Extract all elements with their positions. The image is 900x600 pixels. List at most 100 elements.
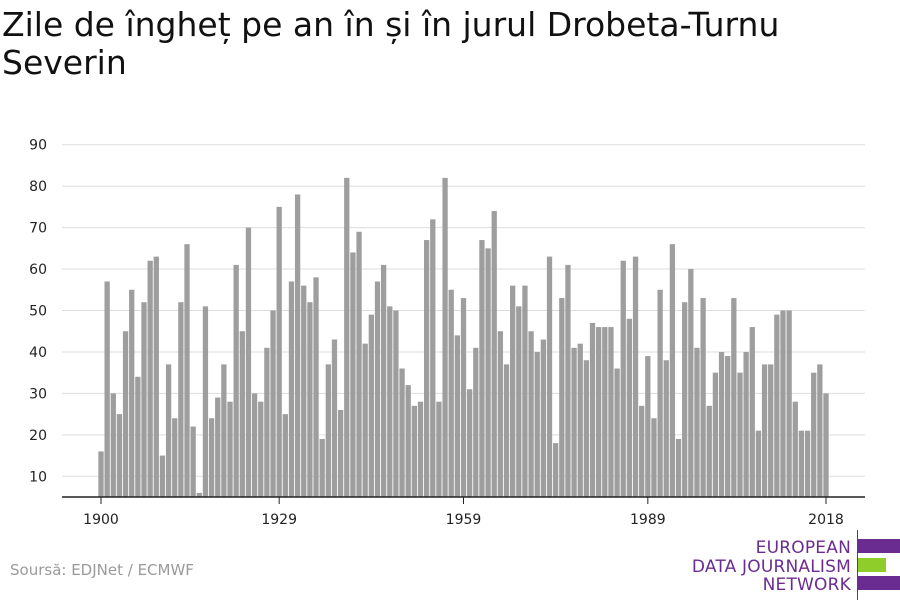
bar-1919 (215, 397, 221, 497)
bar-1905 (129, 289, 135, 497)
bar-1954 (430, 219, 436, 498)
bar-1990 (651, 418, 657, 497)
bar-1903 (116, 414, 123, 497)
bar-1924 (245, 227, 252, 497)
bar-1946 (380, 264, 387, 497)
bars (98, 177, 829, 498)
bar-1986 (626, 318, 633, 497)
logo-divider (857, 530, 858, 600)
bar-1982 (602, 327, 608, 497)
bar-1987 (632, 256, 639, 497)
bar-1935 (313, 277, 319, 497)
bar-2014 (798, 430, 805, 497)
bar-1985 (620, 260, 626, 497)
bar-2001 (718, 351, 725, 497)
bar-2006 (749, 327, 755, 497)
bar-1904 (122, 331, 129, 497)
bar-1979 (583, 360, 590, 497)
bar-1934 (307, 302, 313, 497)
bar-1939 (337, 409, 344, 497)
bar-1917 (202, 306, 209, 497)
bar-1914 (184, 244, 190, 497)
logo-bar-green (858, 558, 886, 572)
bar-1989 (645, 356, 651, 497)
bar-1960 (467, 389, 473, 497)
logo-line-2: DATA JOURNALISM (691, 557, 851, 577)
bar-1929 (276, 206, 282, 497)
bar-1981 (596, 327, 602, 497)
bar-1901 (104, 281, 110, 497)
bar-1944 (368, 314, 374, 497)
bar-1957 (448, 289, 454, 497)
bar-1933 (301, 285, 307, 497)
bar-1998 (700, 298, 706, 497)
bar-1999 (706, 405, 712, 497)
bar-1992 (663, 360, 669, 497)
bar-1908 (147, 260, 153, 497)
logo-bar-purple-top (858, 539, 900, 553)
bar-1945 (374, 281, 381, 497)
bar-2017 (817, 364, 823, 497)
logo-line-1: EUROPEAN (755, 538, 851, 558)
bar-2018 (823, 393, 829, 497)
bar-1965 (497, 331, 504, 497)
edjnet-logo: EUROPEAN DATA JOURNALISM NETWORK (692, 530, 900, 600)
bar-1995 (682, 302, 688, 497)
bar-1978 (577, 343, 583, 497)
bar-1972 (540, 339, 547, 497)
bar-1959 (460, 298, 467, 497)
bar-2009 (768, 364, 774, 497)
bar-1941 (350, 252, 356, 497)
bar-1951 (411, 405, 417, 497)
bar-2013 (792, 401, 798, 497)
bar-2005 (743, 351, 749, 497)
bar-1947 (387, 306, 393, 497)
bar-1910 (159, 455, 166, 497)
bar-2015 (804, 430, 811, 497)
x-tick-label-2018: 2018 (808, 512, 844, 528)
bar-1938 (331, 339, 338, 497)
y-tick-label-20: 20 (29, 428, 47, 444)
bar-1994 (675, 438, 682, 497)
bar-1968 (516, 306, 522, 497)
bar-1916 (196, 492, 202, 497)
bar-1964 (491, 211, 497, 498)
bar-1950 (405, 385, 411, 497)
bar-1937 (325, 364, 331, 497)
y-axis: 10 20 30 40 50 60 70 80 90 (29, 138, 47, 486)
bar-2004 (737, 372, 743, 497)
bar-2011 (780, 310, 786, 497)
bar-1911 (165, 364, 172, 497)
bar-2003 (731, 298, 737, 497)
bar-1958 (454, 335, 460, 497)
bar-1952 (417, 401, 424, 497)
bar-1996 (688, 269, 694, 497)
bar-1942 (356, 231, 362, 497)
bar-1936 (319, 438, 325, 497)
bar-1928 (270, 310, 276, 497)
bar-1922 (233, 264, 239, 497)
y-tick-label-50: 50 (29, 304, 47, 320)
bar-1993 (669, 244, 676, 497)
bar-2007 (755, 430, 762, 497)
y-tick-label-40: 40 (29, 345, 47, 361)
bar-1900 (98, 451, 104, 497)
x-tick-label-1989: 1989 (630, 512, 666, 528)
bar-1980 (589, 322, 596, 497)
x-tick-label-1959: 1959 (446, 512, 482, 528)
bar-1943 (362, 343, 368, 497)
y-tick-label-70: 70 (29, 221, 47, 237)
bar-1967 (510, 285, 516, 497)
y-tick-label-80: 80 (29, 179, 47, 195)
bar-1988 (639, 405, 645, 497)
x-axis: 1900 1929 1959 1989 2018 (62, 496, 865, 528)
bar-1983 (608, 327, 614, 497)
y-tick-label-90: 90 (29, 138, 47, 154)
bar-1931 (288, 281, 295, 497)
bar-1915 (190, 426, 196, 497)
bar-2008 (761, 364, 768, 497)
source-note: Soursă: EDJNet / ECMWF (10, 561, 194, 579)
logo-line-3: NETWORK (762, 575, 851, 595)
bar-1923 (239, 331, 245, 497)
